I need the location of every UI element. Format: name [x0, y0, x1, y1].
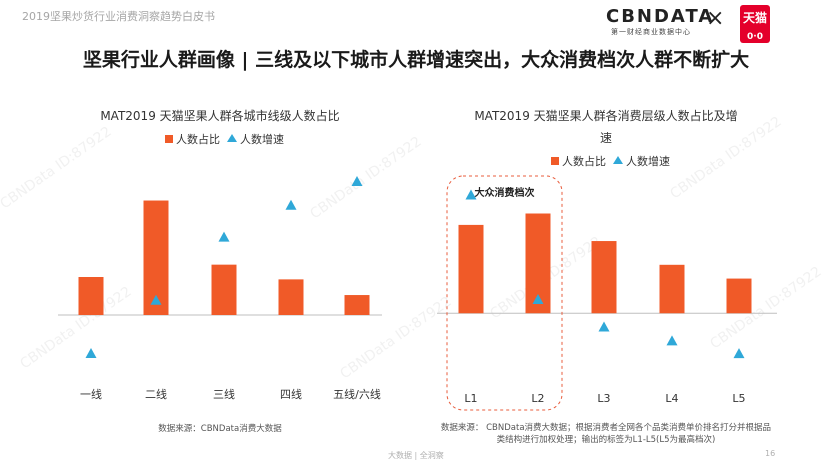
growth-marker	[532, 294, 544, 304]
highlight-label: 大众消费档次	[475, 186, 535, 199]
growth-marker	[218, 231, 230, 242]
bar	[211, 264, 237, 315]
bar	[278, 279, 304, 315]
growth-marker	[598, 321, 610, 332]
category-label: 一线	[80, 387, 102, 401]
chart-title: 速	[600, 131, 612, 145]
data-source-note: 数据来源： CBNData消费大数据；根据消费者全网各个品类消费单价排名打分并根…	[441, 422, 771, 433]
growth-marker	[666, 335, 678, 346]
legend-label: 人数占比	[176, 132, 220, 146]
legend-swatch-bar	[165, 135, 173, 143]
bar	[659, 264, 685, 314]
category-label: 四线	[280, 387, 302, 401]
data-source-note: 类结构进行加权处理；输出的标签为L1-L5(L5为最高档次)	[497, 434, 716, 445]
bar	[344, 295, 370, 315]
bar	[591, 241, 617, 314]
bar	[458, 224, 484, 314]
tmall-logo-eyes: 0·0	[747, 32, 763, 42]
category-label: 三线	[213, 387, 235, 401]
growth-marker	[150, 294, 162, 305]
data-source-note: 数据来源：CBNData消费大数据	[158, 423, 282, 434]
growth-marker	[465, 189, 477, 200]
legend-swatch-bar	[551, 157, 559, 165]
tmall-logo: 天猫 0·0	[740, 5, 770, 43]
legend-label: 人数增速	[240, 132, 284, 146]
category-label: 五线/六线	[333, 387, 381, 401]
category-label: L5	[732, 392, 745, 405]
bar	[78, 277, 104, 315]
category-label: L4	[665, 392, 678, 405]
chart-title: MAT2019 天猫坚果人群各城市线级人数占比	[100, 108, 339, 123]
footer-slogan: 大数据 | 全洞察	[388, 451, 444, 460]
legend-label: 人数占比	[562, 154, 606, 168]
page-number: 16	[765, 449, 776, 458]
report-name: 2019坚果炒货行业消费洞察趋势白皮书	[22, 10, 215, 23]
growth-marker	[285, 199, 297, 210]
brand-name: CBNDATA	[606, 6, 715, 27]
category-label: 二线	[145, 387, 167, 401]
page-title: 坚果行业人群画像 | 三线及以下城市人群增速突出，大众消费档次人群不断扩大	[82, 49, 750, 71]
legend-swatch-triangle	[227, 134, 237, 142]
chart-title: MAT2019 天猫坚果人群各消费层级人数占比及增	[474, 108, 737, 123]
growth-marker	[733, 348, 745, 359]
growth-marker	[351, 176, 363, 187]
legend-label: 人数增速	[626, 154, 670, 168]
growth-marker	[85, 348, 97, 358]
category-label: L3	[597, 392, 610, 405]
brand-subtitle: 第一财经商业数据中心	[611, 28, 691, 36]
partnership-x-icon: ×	[706, 6, 725, 31]
category-label: L2	[531, 392, 544, 405]
tmall-logo-text: 天猫	[742, 11, 767, 25]
cbndata-logo: CBNDATA 第一财经商业数据中心	[606, 6, 715, 37]
bar	[726, 278, 752, 314]
category-label: L1	[464, 392, 477, 405]
legend-swatch-triangle	[613, 156, 623, 164]
